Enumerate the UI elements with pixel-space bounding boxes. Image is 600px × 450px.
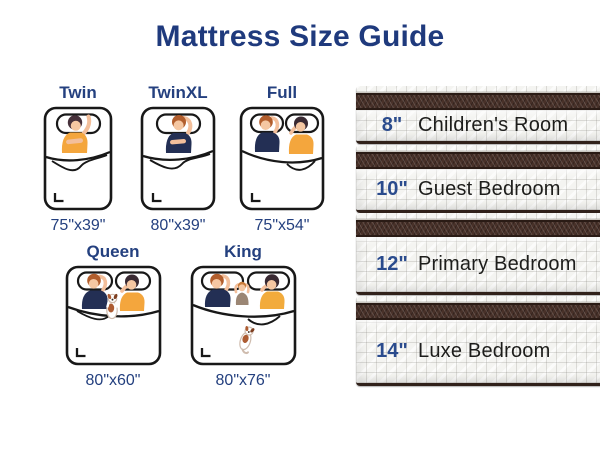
- bed-figure-twin: Twin 75"x39": [28, 83, 128, 234]
- twin-label: Twin: [59, 83, 97, 102]
- twinxl-bed-illustration: [140, 106, 216, 210]
- mattress-pillowtop: [356, 296, 600, 303]
- king-label: King: [224, 242, 262, 261]
- room-label: Luxe Bedroom: [418, 340, 551, 362]
- bed-figure-full: Full: [227, 83, 337, 234]
- mattress-brown-band: [356, 152, 600, 169]
- mattress-pillowtop: [356, 86, 600, 93]
- queen-bed-illustration: [65, 265, 161, 365]
- blanket: [241, 149, 323, 207]
- mattress-brown-band: [356, 93, 600, 110]
- room-label: Children's Room: [418, 114, 569, 136]
- bed-figure-queen: Queen: [58, 242, 168, 389]
- king-dimensions: 80"x76": [215, 371, 271, 389]
- mattress-pillowtop: [356, 213, 600, 220]
- full-label: Full: [266, 83, 298, 102]
- corner-mark: [151, 192, 162, 202]
- dog-illustration: [238, 325, 254, 354]
- mattress-14-inch: 14" Luxe Bedroom: [356, 296, 600, 386]
- full-bed-illustration: [239, 106, 325, 210]
- room-label: Guest Bedroom: [418, 178, 561, 200]
- twin-bed-illustration: [43, 106, 113, 210]
- twinxl-label: TwinXL: [148, 83, 208, 102]
- thickness-value: 8": [381, 114, 403, 136]
- sleeper-man: [165, 114, 193, 153]
- dog-illustration: [105, 293, 118, 319]
- twinxl-dimensions: 80"x39": [150, 216, 206, 234]
- blanket: [45, 150, 111, 207]
- mattress-body: 10" Guest Bedroom: [356, 169, 600, 210]
- mattress-body: 12" Primary Bedroom: [356, 237, 600, 292]
- mattress-brown-band: [356, 303, 600, 320]
- mattress-body: 8" Children's Room: [356, 110, 600, 141]
- bed-figure-twinxl: TwinXL 80"x39": [128, 83, 228, 234]
- sleeper-man: [204, 273, 231, 307]
- queen-dimensions: 80"x60": [85, 371, 141, 389]
- thickness-value: 12": [376, 253, 408, 275]
- mattress-12-inch: 12" Primary Bedroom: [356, 213, 600, 295]
- king-bed-illustration: [190, 265, 296, 365]
- full-dimensions: 75"x54": [254, 216, 310, 234]
- corner-mark: [53, 192, 64, 202]
- thickness-value: 14": [376, 340, 408, 362]
- mattress-8-inch: 8" Children's Room: [356, 86, 600, 144]
- mattress-10-inch: 10" Guest Bedroom: [356, 145, 600, 213]
- sleeper-woman: [288, 116, 314, 154]
- sleeper-woman: [119, 274, 145, 311]
- page-title: Mattress Size Guide: [155, 20, 445, 53]
- sleeper-man: [81, 273, 108, 309]
- sleeper-woman: [61, 114, 92, 153]
- baby-illustration: [233, 281, 250, 305]
- mattress-body: 14" Luxe Bedroom: [356, 320, 600, 383]
- blanket: [142, 149, 214, 207]
- sleeper-man: [254, 114, 280, 152]
- mattress-pillowtop: [356, 145, 600, 152]
- mattress-brown-band: [356, 220, 600, 237]
- thickness-value: 10": [376, 178, 408, 200]
- corner-mark: [250, 192, 261, 202]
- room-label: Primary Bedroom: [418, 253, 577, 275]
- corner-mark: [75, 347, 85, 357]
- bed-figure-king: King: [188, 242, 298, 389]
- twin-dimensions: 75"x39": [50, 216, 106, 234]
- corner-mark: [200, 347, 210, 357]
- sleeper-woman: [259, 273, 285, 309]
- queen-label: Queen: [86, 242, 140, 261]
